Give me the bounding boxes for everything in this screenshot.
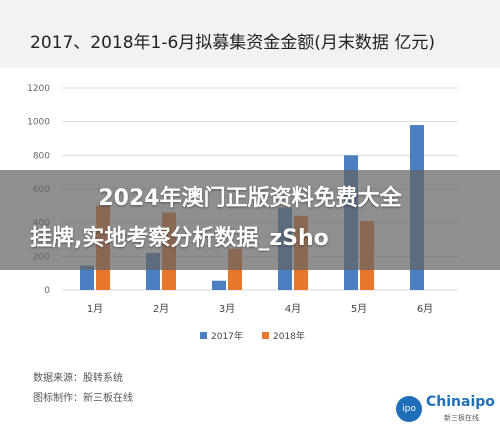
y-tick-label: 1000 xyxy=(27,118,50,128)
chart-title: 2017、2018年1-6月拟募集资金金额(月末数据 亿元) xyxy=(30,33,435,53)
banner-line-2: 挂牌,实地考察分析数据_zSho xyxy=(30,226,329,251)
watermark-banner: 2024年澳门正版资料免费大全 挂牌,实地考察分析数据_zSho xyxy=(0,170,500,270)
y-tick-label: 1200 xyxy=(27,84,50,94)
y-tick-label: 0 xyxy=(44,286,50,296)
chart-maker-text: 图标制作：新三板在线 xyxy=(33,393,133,404)
logo-circle: ipo xyxy=(396,396,422,422)
banner-line-1: 2024年澳门正版资料免费大全 xyxy=(98,186,402,211)
bar xyxy=(212,280,226,290)
bar xyxy=(80,265,94,290)
x-tick-label: 5月 xyxy=(351,303,367,315)
data-source-text: 数据来源：股转系统 xyxy=(33,373,123,384)
x-tick-label: 4月 xyxy=(285,303,301,315)
title-bar: 2017、2018年1-6月拟募集资金金额(月末数据 亿元) xyxy=(0,0,500,68)
legend-label: 2018年 xyxy=(273,330,305,342)
legend: 2017年 2018年 xyxy=(200,330,305,342)
x-tick-label: 6月 xyxy=(417,303,433,315)
logo-subtitle: 新三板在线 xyxy=(444,414,479,422)
x-tick-label: 3月 xyxy=(219,303,235,315)
chinaipo-logo: ipo Chinaipo 新三板在线 xyxy=(396,392,496,428)
legend-swatch xyxy=(200,332,207,339)
logo-brand: Chinaipo xyxy=(426,394,495,410)
y-tick-label: 800 xyxy=(33,151,50,161)
legend-label: 2017年 xyxy=(211,330,243,342)
x-tick-label: 1月 xyxy=(87,303,103,315)
legend-swatch xyxy=(262,332,269,339)
x-tick-label: 2月 xyxy=(153,303,169,315)
